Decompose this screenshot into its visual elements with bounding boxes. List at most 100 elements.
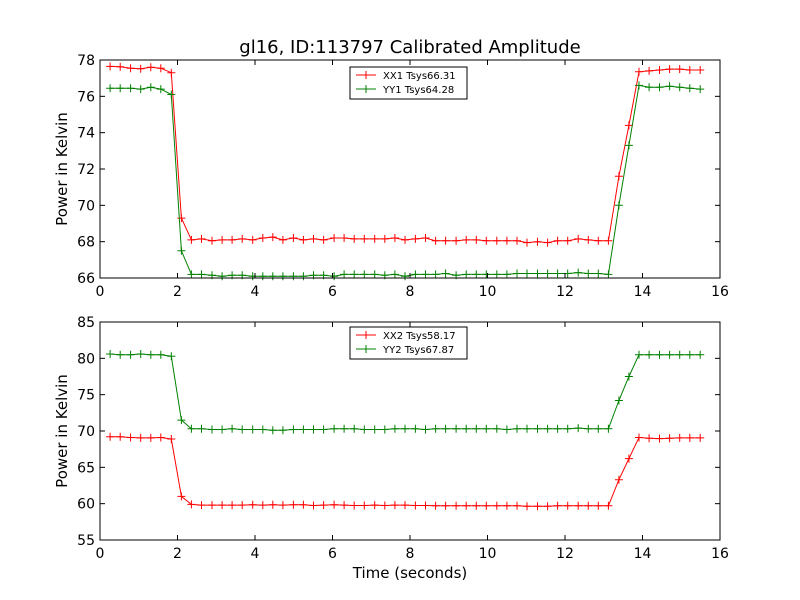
data-point (370, 425, 379, 434)
data-point (197, 501, 206, 510)
y-axis-label: Power in Kelvin (53, 112, 71, 226)
data-point (543, 424, 552, 433)
data-point (258, 234, 267, 242)
data-point (472, 270, 481, 279)
data-point (574, 234, 583, 243)
data-point (401, 272, 409, 281)
data-point (645, 434, 654, 443)
data-point (696, 66, 705, 74)
data-point (309, 425, 318, 434)
data-point (289, 425, 298, 434)
data-point (624, 121, 633, 130)
data-point (604, 270, 613, 279)
data-point (502, 236, 511, 245)
y-tick-label: 70 (77, 198, 95, 214)
data-point (218, 272, 227, 281)
data-point (289, 234, 298, 242)
data-point (685, 84, 694, 93)
data-point (441, 236, 450, 245)
data-point (167, 435, 176, 443)
data-point (340, 424, 349, 433)
data-point (126, 433, 135, 442)
data-point (431, 501, 440, 510)
data-point (319, 501, 328, 510)
x-tick-label: 8 (406, 284, 415, 300)
data-point (635, 67, 643, 76)
data-point (116, 350, 125, 359)
data-point (513, 269, 521, 278)
data-point (167, 68, 176, 77)
y-tick-label: 60 (77, 497, 95, 513)
data-point (685, 350, 694, 359)
data-point (146, 350, 155, 359)
legend-swatch-marker (362, 331, 370, 339)
x-tick-label: 16 (711, 546, 729, 562)
data-point (238, 425, 247, 434)
data-point (268, 233, 277, 242)
data-point (513, 501, 521, 510)
data-point (350, 501, 359, 510)
data-point (197, 424, 206, 433)
data-point (421, 425, 430, 434)
data-point (452, 501, 461, 510)
x-tick-label: 8 (406, 546, 415, 562)
data-point (330, 424, 339, 433)
data-point (614, 201, 623, 210)
data-point (299, 272, 308, 281)
data-point (482, 424, 491, 433)
x-tick-label: 2 (173, 546, 182, 562)
x-axis-label: Time (seconds) (352, 564, 468, 582)
y-tick-label: 78 (77, 53, 95, 69)
data-point (604, 424, 613, 433)
data-point (278, 272, 287, 281)
data-point (340, 234, 349, 242)
data-point (360, 501, 369, 510)
data-point (553, 501, 562, 510)
x-tick-label: 10 (479, 284, 497, 300)
data-point (156, 433, 165, 442)
y-tick-label: 85 (77, 315, 95, 331)
data-point (655, 66, 664, 74)
legend-label: XX2 Tsys58.17 (383, 331, 456, 342)
data-point (228, 501, 237, 510)
data-point (675, 350, 684, 359)
data-point (340, 501, 349, 510)
data-point (167, 352, 176, 361)
figure-title: gl16, ID:113797 Calibrated Amplitude (239, 37, 580, 58)
data-point (390, 234, 399, 242)
data-point (645, 350, 654, 359)
data-point (258, 425, 267, 434)
data-point (482, 236, 491, 245)
data-point (248, 235, 257, 244)
x-tick-label: 14 (634, 284, 652, 300)
data-point (441, 424, 450, 433)
data-point (411, 424, 420, 433)
data-point (126, 350, 135, 359)
data-point (187, 270, 196, 279)
data-point (645, 83, 654, 92)
data-point (563, 236, 572, 245)
data-point (472, 501, 481, 510)
data-point (624, 372, 633, 381)
data-point (289, 272, 298, 281)
series-line (110, 84, 701, 277)
data-point (278, 426, 287, 435)
data-point (624, 454, 633, 463)
data-point (655, 434, 664, 443)
y-tick-label: 74 (77, 126, 95, 142)
data-point (523, 238, 531, 247)
x-tick-label: 4 (251, 546, 260, 562)
data-point (553, 236, 562, 245)
data-point (187, 235, 196, 244)
data-point (177, 492, 186, 501)
legend-box (349, 66, 468, 100)
data-point (574, 424, 583, 433)
data-point (380, 234, 389, 243)
data-point (594, 269, 603, 278)
data-point (584, 501, 593, 510)
data-point (248, 425, 257, 434)
data-point (156, 85, 165, 94)
data-point (635, 433, 643, 442)
